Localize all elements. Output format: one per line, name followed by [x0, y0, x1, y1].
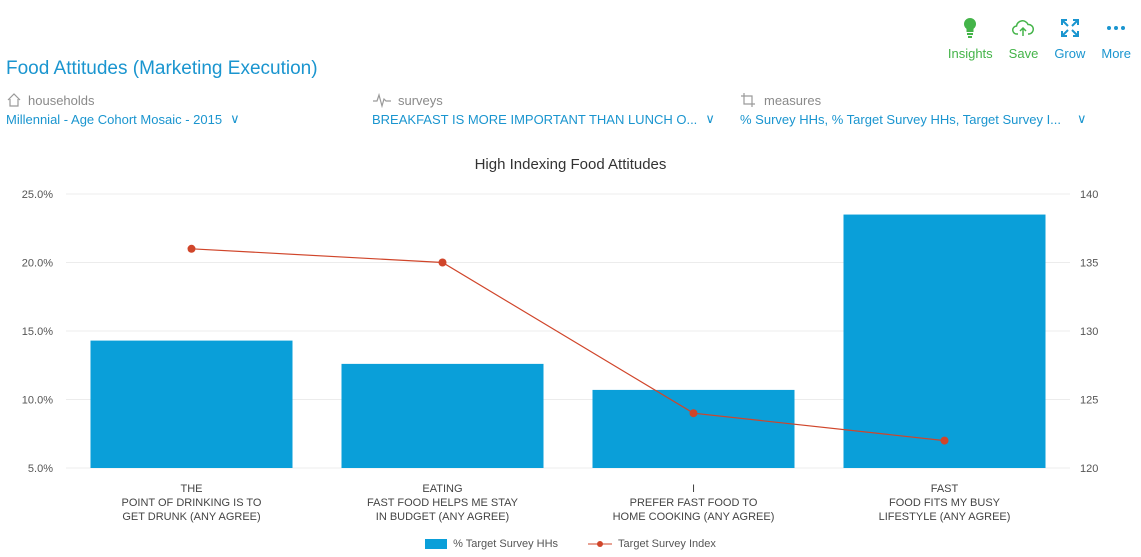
line-point	[187, 244, 196, 253]
surveys-value: BREAKFAST IS MORE IMPORTANT THAN LUNCH O…	[372, 111, 698, 127]
households-filter-label: households	[28, 92, 95, 108]
y-right-tick-label: 135	[1080, 258, 1098, 270]
line-point	[689, 409, 698, 418]
crop-icon	[741, 93, 755, 107]
households-dropdown[interactable]: Millennial - Age Cohort Mosaic - 2015 ∨	[6, 111, 240, 127]
surveys-filter: surveys BREAKFAST IS MORE IMPORTANT THAN…	[372, 90, 715, 127]
save-label: Save	[1008, 46, 1039, 61]
x-tick-label: FAST FOOD HELPS ME STAY	[367, 497, 519, 509]
line-point	[438, 258, 447, 267]
legend-item-line[interactable]: Target Survey Index	[588, 538, 716, 550]
legend-item-bars[interactable]: % Target Survey HHs	[425, 538, 558, 550]
x-tick-label: IN BUDGET (ANY AGREE)	[376, 511, 509, 523]
legend-line-label: Target Survey Index	[618, 538, 716, 550]
x-tick-label: I	[692, 483, 695, 495]
measures-dropdown[interactable]: % Survey HHs, % Target Survey HHs, Targe…	[740, 111, 1087, 127]
grow-button[interactable]: Grow	[1054, 16, 1085, 61]
x-tick-label: POINT OF DRINKING IS TO	[122, 497, 262, 509]
page-title: Food Attitudes (Marketing Execution)	[6, 58, 318, 79]
x-tick-label: FOOD FITS MY BUSY	[889, 497, 1001, 509]
pulse-icon	[373, 92, 391, 108]
y-left-tick-label: 25.0%	[22, 189, 53, 201]
legend-bar-swatch	[425, 539, 448, 549]
y-right-tick-label: 130	[1080, 326, 1098, 338]
y-right-tick-label: 120	[1080, 463, 1098, 475]
line-point	[940, 436, 949, 445]
house-icon	[7, 93, 21, 107]
y-left-tick-label: 5.0%	[28, 463, 53, 475]
bar	[843, 214, 1046, 468]
chevron-down-icon: ∨	[1077, 111, 1087, 126]
bar	[341, 363, 544, 468]
chevron-down-icon: ∨	[230, 111, 240, 126]
more-label: More	[1101, 46, 1131, 61]
households-value: Millennial - Age Cohort Mosaic - 2015	[6, 111, 223, 127]
measures-filter-label: measures	[764, 92, 822, 108]
legend-bar-label: % Target Survey HHs	[453, 538, 559, 550]
x-tick-label: HOME COOKING (ANY AGREE)	[613, 511, 775, 523]
x-tick-label: LIFESTYLE (ANY AGREE)	[879, 511, 1011, 523]
surveys-filter-label: surveys	[398, 92, 443, 108]
surveys-dropdown[interactable]: BREAKFAST IS MORE IMPORTANT THAN LUNCH O…	[372, 111, 715, 127]
households-filter: households Millennial - Age Cohort Mosai…	[6, 90, 240, 127]
y-left-tick-label: 10.0%	[22, 395, 53, 407]
lightbulb-icon	[964, 17, 977, 38]
measures-value: % Survey HHs, % Target Survey HHs, Targe…	[740, 111, 1062, 127]
y-right-tick-label: 140	[1080, 189, 1098, 201]
series-line	[191, 248, 945, 442]
legend-line-swatch	[588, 541, 613, 547]
y-left-tick-label: 15.0%	[22, 326, 53, 338]
x-tick-label: PREFER FAST FOOD TO	[630, 497, 758, 509]
bar	[592, 389, 795, 468]
expand-icon	[1060, 19, 1079, 37]
x-tick-label: GET DRUNK (ANY AGREE)	[122, 511, 260, 523]
more-dots-icon	[1107, 26, 1126, 30]
y-right-tick-label: 125	[1080, 395, 1098, 407]
more-button[interactable]: More	[1101, 16, 1131, 61]
grow-label: Grow	[1054, 46, 1086, 61]
x-tick-label: FAST	[931, 483, 959, 495]
insights-button[interactable]: Insights	[948, 16, 993, 61]
chart-legend: % Target Survey HHs Target Survey Index	[0, 538, 1141, 550]
cloud-upload-icon	[1012, 20, 1035, 36]
chart: 25.0% 20.0% 15.0% 10.0% 5.0% 140 135 130 125 120 T…	[22, 189, 1099, 523]
measures-filter: measures % Survey HHs, % Target Survey H…	[740, 90, 1087, 127]
chevron-down-icon: ∨	[705, 111, 715, 126]
save-button[interactable]: Save	[1008, 16, 1039, 61]
x-tick-label: THE	[181, 483, 203, 495]
x-tick-label: EATING	[422, 483, 462, 495]
y-left-tick-label: 20.0%	[22, 258, 53, 270]
insights-label: Insights	[947, 46, 993, 61]
bar	[90, 340, 293, 468]
toolbar: Insights Save Grow More	[932, 16, 1131, 61]
chart-title: High Indexing Food Attitudes	[474, 156, 667, 173]
